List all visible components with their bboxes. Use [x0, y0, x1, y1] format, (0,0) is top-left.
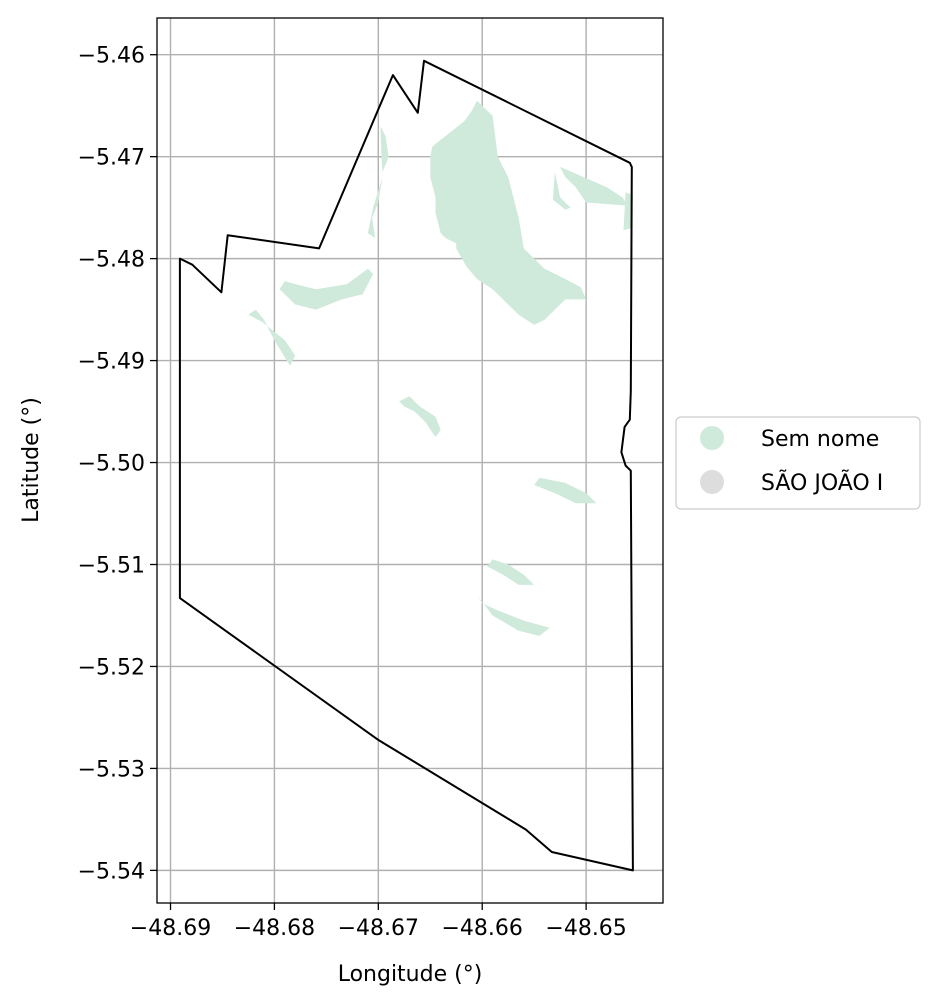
x-tick-label: −48.66 [442, 916, 523, 941]
vegetation-region [560, 166, 628, 206]
grid [157, 18, 663, 903]
vegetation-region [477, 595, 550, 636]
boundary-layer [178, 59, 634, 872]
x-tick-label: −48.69 [130, 916, 211, 941]
vegetation-region [515, 258, 529, 300]
y-tick-label: −5.48 [78, 248, 145, 273]
x-axis-label: Longitude (°) [338, 962, 483, 987]
vegetation-region [534, 477, 597, 504]
vegetation-region [487, 559, 535, 585]
vegetation-region [430, 100, 587, 325]
x-tick-label: −48.67 [338, 916, 419, 941]
y-tick-label: −5.51 [78, 553, 145, 578]
region-layer [248, 100, 633, 636]
legend-label-sao-joao-i: SÃO JOÃO I [761, 469, 883, 496]
legend-swatch-sem-nome [700, 426, 724, 450]
vegetation-region [399, 396, 441, 437]
legend-label-sem-nome: Sem nome [761, 427, 879, 452]
y-axis-label: Latitude (°) [19, 397, 44, 523]
y-tick-label: −5.52 [78, 655, 145, 680]
vegetation-region [248, 309, 296, 366]
y-tick-label: −5.47 [78, 146, 145, 171]
vegetation-region [380, 126, 389, 172]
x-tick-label: −48.65 [545, 916, 626, 941]
x-axis: −48.69 −48.68 −48.67 −48.66 −48.65 [130, 903, 627, 941]
vegetation-region [367, 177, 383, 239]
y-tick-label: −5.54 [78, 859, 145, 884]
y-tick-label: −5.49 [78, 350, 145, 375]
vegetation-region [552, 172, 571, 210]
y-axis: −5.46 −5.47 −5.48 −5.49 −5.50 −5.51 −5.52 −5.53… [78, 44, 157, 884]
y-tick-label: −5.53 [78, 757, 145, 782]
property-boundary [178, 59, 634, 872]
legend-swatch-sao-joao-i [700, 470, 724, 494]
legend-frame [675, 416, 921, 510]
legend: Sem nome SÃO JOÃO I [675, 416, 921, 510]
x-tick-label: −48.68 [234, 916, 315, 941]
vegetation-region [623, 192, 633, 231]
y-tick-label: −5.50 [78, 452, 145, 477]
vegetation-region [279, 268, 374, 310]
axes-frame [156, 17, 664, 904]
y-tick-label: −5.46 [78, 44, 145, 69]
